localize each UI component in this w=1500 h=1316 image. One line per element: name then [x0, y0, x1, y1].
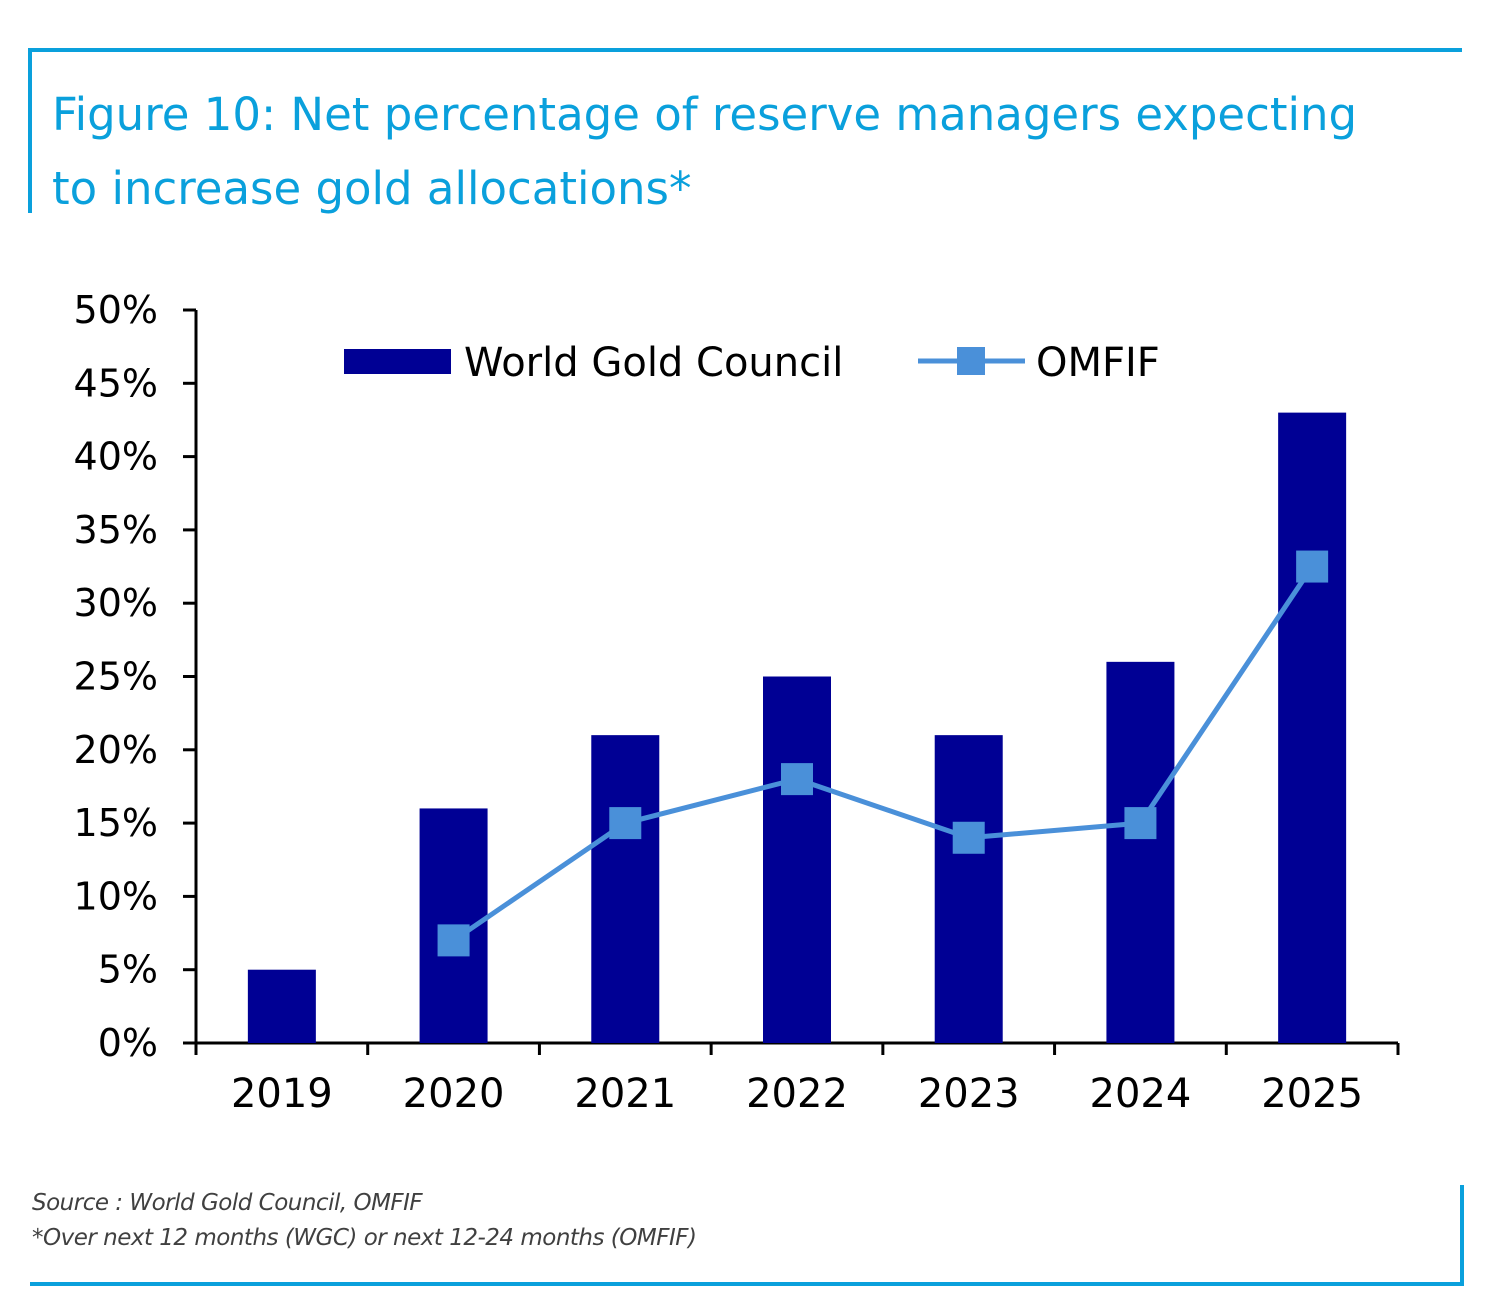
line-series-omfif [437, 550, 1329, 957]
y-tick-label: 15% [74, 801, 158, 845]
y-tick-label: 25% [74, 655, 158, 699]
x-tick-label: 2024 [1090, 1071, 1192, 1117]
bar-2025 [1278, 412, 1347, 1043]
y-tick-label: 20% [74, 728, 158, 772]
y-tick-label: 30% [74, 581, 158, 625]
frame-right-rule [1460, 1185, 1464, 1286]
bar-2019 [247, 969, 316, 1043]
y-tick-label: 5% [98, 948, 158, 992]
omfif-marker-2022 [781, 763, 813, 796]
omfif-marker-2020 [437, 924, 470, 957]
x-tick-label: 2019 [231, 1071, 333, 1117]
x-tick-label: 2023 [918, 1071, 1020, 1117]
figure-title: Figure 10: Net percentage of reserve man… [52, 78, 1452, 226]
legend-swatch-world-gold-council [344, 349, 451, 374]
footnote: *Over next 12 months (WGC) or next 12-24… [32, 1225, 697, 1251]
legend-swatch-omfif-marker [957, 347, 985, 375]
y-tick-label: 40% [74, 435, 158, 479]
y-tick-label: 45% [74, 361, 158, 405]
omfif-line [452, 565, 1315, 943]
y-tick-label: 35% [74, 508, 158, 552]
legend: World Gold Council OMFIF [344, 340, 1160, 386]
omfif-marker-2025 [1296, 550, 1329, 583]
legend-label-world-gold-council: World Gold Council [464, 340, 843, 386]
x-tick-label: 2020 [403, 1071, 505, 1117]
bar-2022 [763, 676, 831, 1043]
x-tick-label: 2025 [1261, 1071, 1363, 1117]
bar-series-world-gold-council [247, 412, 1347, 1043]
omfif-marker-2021 [609, 807, 642, 840]
frame-bottom-rule [30, 1282, 1464, 1286]
figure-title-line-1: Figure 10: Net percentage of reserve man… [52, 88, 1358, 141]
omfif-marker-2023 [952, 821, 985, 854]
y-tick-label: 50% [74, 288, 158, 332]
bar-2021 [591, 735, 660, 1043]
frame-top-rule [28, 48, 1462, 52]
source-note: Source : World Gold Council, OMFIF [32, 1190, 423, 1216]
legend-label-omfif: OMFIF [1036, 340, 1160, 386]
y-tick-label: 0% [98, 1021, 158, 1065]
bar-2024 [1106, 661, 1175, 1043]
bar-2023 [934, 735, 1003, 1043]
figure-title-line-2: to increase gold allocations* [52, 162, 692, 215]
y-tick-label: 10% [74, 874, 158, 918]
x-tick-label: 2022 [746, 1071, 848, 1117]
figure-notes: Source : World Gold Council, OMFIF *Over… [32, 1186, 697, 1256]
frame-left-rule [28, 48, 32, 213]
y-axis: 0% 5% 10% 15% 20% 25% 30% 35% 40% 45% 50% [74, 288, 198, 1065]
x-tick-label: 2021 [574, 1071, 676, 1117]
x-axis: 2019 2020 2021 2022 2023 2024 2025 [194, 1041, 1400, 1117]
omfif-marker-2024 [1124, 807, 1157, 840]
